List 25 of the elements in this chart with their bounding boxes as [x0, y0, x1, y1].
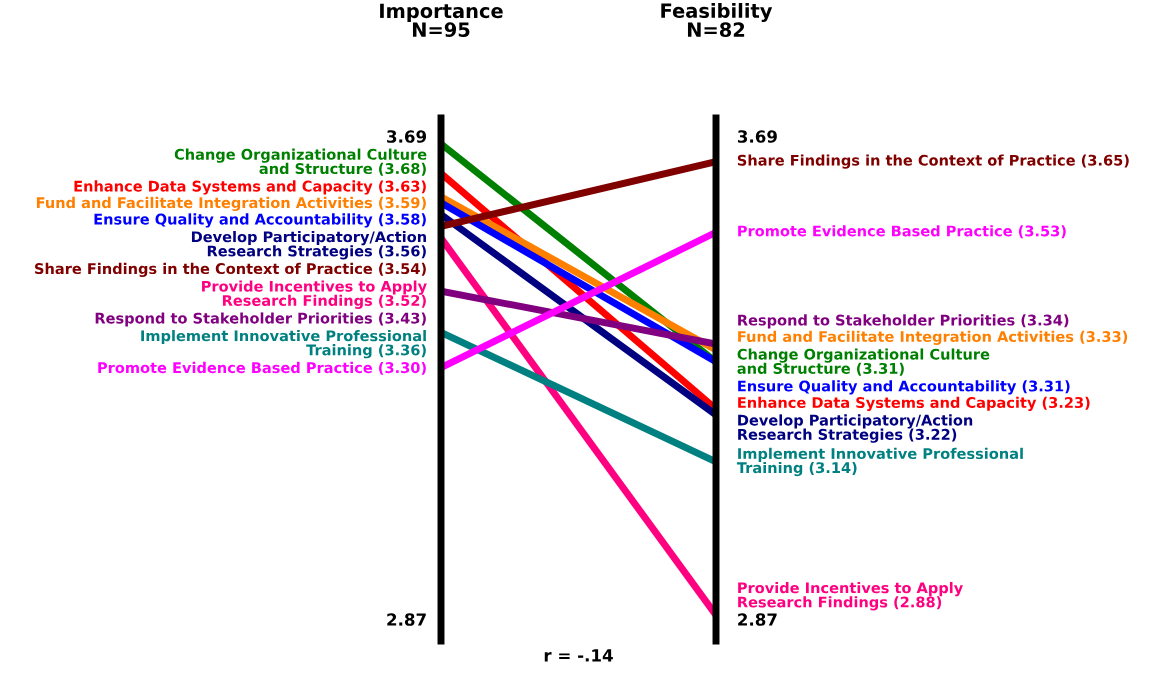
text: Develop Participatory/Action Research Strategies (3.22)	[738, 414, 973, 443]
text: Promote Evidence Based Practice (3.53)	[738, 225, 1066, 239]
text: Change Organizational Culture and Structure (3.68)	[174, 148, 427, 176]
text: Respond to Stakeholder Priorities (3.34)	[738, 314, 1069, 329]
text: Enhance Data Systems and Capacity (3.63)	[74, 180, 426, 195]
text: Fund and Facilitate Integration Activities (3.33)	[738, 330, 1128, 345]
y2-tick-label: 3.69	[737, 130, 777, 143]
text: r = -.14	[544, 649, 613, 662]
text: Ensure Quality and Accountability (3.31)	[738, 380, 1070, 395]
text: Enhance Data Systems and Capacity (3.23)	[738, 396, 1090, 411]
text: Provide Incentives to Apply Research Findings (3.52)	[202, 280, 427, 309]
text: Implement Innovative Professional Training (3.14)	[736, 447, 1023, 477]
text: Fund and Facilitate Integration Activities (3.59)	[36, 196, 426, 212]
text: Respond to Stakeholder Priorities (3.43)	[95, 312, 426, 327]
x-tick-label: Feasibility N=82	[661, 2, 773, 38]
text: Develop Participatory/Action Research Strategies (3.56)	[191, 230, 426, 260]
text: Implement Innovative Professional Training (3.36)	[141, 330, 426, 359]
text: Share Findings in the Context of Practice (3.65)	[737, 154, 1129, 169]
text: Share Findings in the Context of Practice (3.54)	[35, 262, 426, 278]
y2-tick-label: 2.87	[738, 613, 777, 626]
text: Change Organizational Culture and Structure (3.31)	[737, 348, 990, 376]
text: Promote Evidence Based Practice (3.30)	[98, 361, 426, 375]
x-tick-label: Importance N=95	[380, 3, 503, 38]
text: Ensure Quality and Accountability (3.58)	[94, 213, 426, 228]
text: Provide Incentives to Apply Research Findings (2.88)	[738, 582, 963, 611]
